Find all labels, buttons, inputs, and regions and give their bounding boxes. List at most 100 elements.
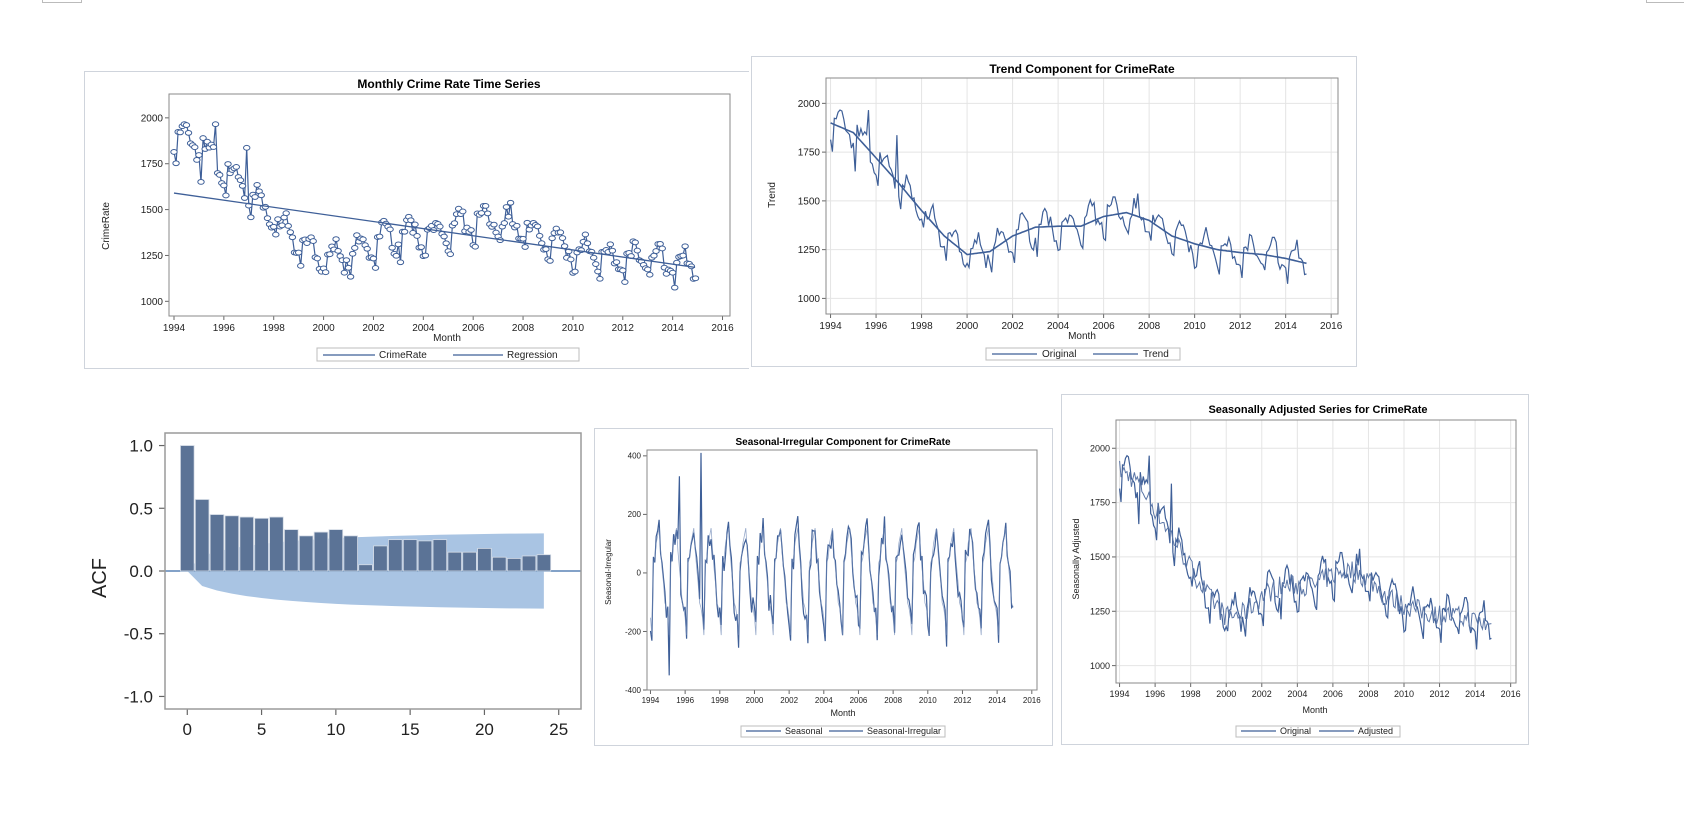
seasonal-irregular-chart: Seasonal-Irregular Component for CrimeRa… <box>604 437 1041 738</box>
crime-rate-panel: Monthly Crime Rate Time Series CrimeRate… <box>84 71 749 369</box>
data-point <box>548 235 556 242</box>
seasonally-adjusted-chart: Seasonally Adjusted Series for CrimeRate… <box>1071 404 1521 738</box>
y-tick-label: 1250 <box>1090 606 1110 616</box>
data-point <box>417 244 425 251</box>
series-line-original <box>830 109 1307 284</box>
regression-line <box>173 192 696 269</box>
data-point <box>251 194 259 200</box>
chart-title: Seasonally Adjusted Series for CrimeRate <box>1208 404 1427 416</box>
acf-bar <box>343 535 358 572</box>
data-point <box>691 275 700 282</box>
y-tick-label: 1500 <box>798 196 821 207</box>
x-tick-label: 2004 <box>1287 689 1307 699</box>
legend-label-crimerate: CrimeRate <box>379 350 427 361</box>
data-point <box>542 246 550 253</box>
data-point <box>294 249 303 256</box>
x-tick-label: 2002 <box>362 323 385 334</box>
x-tick-label: 2012 <box>954 696 972 705</box>
data-point <box>394 241 403 248</box>
y-tick-label: 1750 <box>1090 498 1110 508</box>
data-point <box>369 255 378 262</box>
data-point <box>326 251 334 258</box>
acf-bar <box>536 554 552 572</box>
data-point <box>407 217 415 224</box>
data-point <box>211 121 220 128</box>
plot-frame <box>168 93 731 317</box>
x-tick-label: 1998 <box>711 696 729 705</box>
data-point <box>321 269 330 276</box>
y-tick-label: 200 <box>628 510 642 519</box>
data-point <box>209 144 218 150</box>
x-tick-label: 1998 <box>263 323 286 334</box>
x-tick-label: 1996 <box>676 696 694 705</box>
data-point <box>272 231 280 238</box>
x-tick-label: 2008 <box>1138 321 1161 332</box>
trend-chart: Trend Component for CrimeRate Trend Mont… <box>767 62 1343 361</box>
data-point <box>606 241 615 248</box>
data-point <box>191 144 199 151</box>
y-tick-label: 400 <box>628 452 642 461</box>
data-point <box>375 233 384 240</box>
acf-bar <box>506 558 522 572</box>
data-point <box>220 182 228 189</box>
y-tick-label: 2000 <box>798 99 821 110</box>
x-tick-label: 2014 <box>1275 321 1298 332</box>
acf-bar <box>477 548 492 572</box>
data-point <box>342 257 351 264</box>
x-tick-label: 5 <box>257 720 266 739</box>
y-tick-label: 1500 <box>1090 552 1110 562</box>
data-point <box>658 245 666 252</box>
data-point <box>297 262 305 269</box>
data-point <box>176 129 184 136</box>
y-tick-label: 1000 <box>141 297 164 308</box>
data-point <box>671 284 679 291</box>
legend: Seasonal Seasonal-Irregular <box>740 725 946 738</box>
x-tick-label: 2010 <box>1394 689 1414 699</box>
data-point <box>481 203 490 209</box>
x-tick-label: 2012 <box>612 323 635 334</box>
data-point <box>334 247 342 254</box>
data-point <box>396 259 405 266</box>
data-point <box>253 181 261 188</box>
data-point <box>652 248 660 254</box>
y-tick-label: -0.5 <box>124 625 153 644</box>
x-axis-label: Month <box>433 333 461 344</box>
data-point <box>193 157 201 163</box>
data-point <box>650 252 658 259</box>
x-tick-label: 2008 <box>512 323 535 334</box>
x-tick-label: 2006 <box>462 323 485 334</box>
y-tick-label: 1750 <box>798 148 821 159</box>
data-point <box>484 210 492 217</box>
data-point <box>506 199 515 206</box>
x-tick-label: 1996 <box>213 323 236 334</box>
x-tick-label: 2010 <box>1184 321 1207 332</box>
acf-bar <box>388 539 403 572</box>
trend-panel: Trend Component for CrimeRate Trend Mont… <box>751 56 1357 367</box>
data-point <box>477 210 486 216</box>
data-point <box>592 261 600 267</box>
x-tick-label: 2000 <box>312 323 335 334</box>
acf-bar <box>358 564 373 572</box>
data-point <box>411 221 419 228</box>
data-point <box>184 129 193 136</box>
y-tick-label: 1000 <box>1090 661 1110 671</box>
seasonal-factor-line <box>650 528 1014 636</box>
x-tick-label: 2004 <box>1047 321 1070 332</box>
window-corner-left <box>42 0 82 3</box>
data-point <box>274 216 282 223</box>
x-tick-label: 1996 <box>865 321 888 332</box>
data-point <box>500 220 509 226</box>
data-point <box>363 245 371 252</box>
acf-bar <box>328 529 344 572</box>
x-tick-label: 2016 <box>711 323 734 334</box>
acf-bar <box>209 514 225 572</box>
x-tick-label: 1994 <box>819 321 842 332</box>
data-point <box>247 214 255 221</box>
plot-frame <box>646 449 1038 691</box>
data-point <box>558 235 567 241</box>
data-point <box>596 275 604 282</box>
x-tick-label: 2006 <box>1092 321 1115 332</box>
legend-label-original: Original <box>1280 726 1311 736</box>
data-point <box>546 257 554 264</box>
series-line-original <box>649 452 1014 676</box>
